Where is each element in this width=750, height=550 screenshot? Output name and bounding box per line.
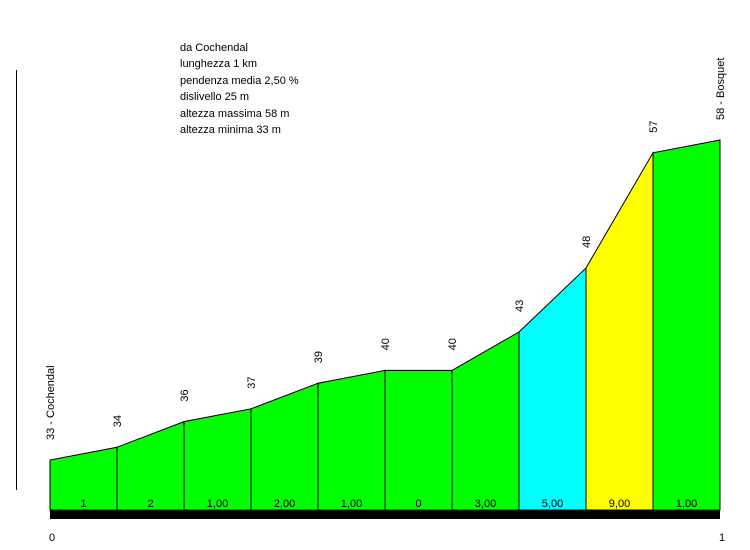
profile-segment	[451, 331, 520, 511]
profile-segment	[652, 139, 721, 511]
profile-segment	[250, 382, 319, 511]
elevation-label: 37	[246, 377, 258, 389]
elevation-label: 34	[112, 415, 124, 427]
elevation-label: 43	[514, 300, 526, 312]
segment-gradient-label: 1,00	[676, 498, 697, 510]
segment-gradient-label: 5,00	[542, 498, 563, 510]
info-line-elevation-gain: dislivello 25 m	[180, 91, 250, 104]
segment-gradient-label: 1,00	[341, 498, 362, 510]
elevation-labels: 33 - Cochendal 34 36 37 39 40 40 43 48 57 58 - Bos…	[45, 58, 727, 440]
profile-segment	[585, 150, 654, 511]
segment-gradient-label: 9,00	[609, 498, 630, 510]
info-line-max-altitude: altezza massima 58 m	[180, 107, 290, 120]
elevation-label: 58 - Bosquet	[715, 58, 727, 120]
x-tick-label-end: 1	[719, 532, 725, 544]
elevation-label: 39	[313, 351, 325, 363]
elevation-label: 33 - Cochendal	[45, 365, 57, 440]
elevation-label: 40	[447, 338, 459, 350]
profile-segment	[384, 369, 453, 511]
segment-gradient-label: 2,00	[274, 498, 295, 510]
info-line-length: lunghezza 1 km	[180, 58, 258, 71]
profile-segment	[518, 266, 587, 511]
segment-gradient-label: 1,00	[207, 498, 228, 510]
segment-gradient-label: 3,00	[475, 498, 496, 510]
x-tick-label-start: 0	[49, 532, 55, 544]
profile-segment	[116, 420, 185, 511]
info-line-start: da Cochendal	[180, 42, 248, 54]
info-box: da Cochendal lunghezza 1 km pendenza med…	[180, 40, 299, 138]
elevation-label: 36	[179, 389, 191, 401]
segment-gradient-label: 2	[147, 498, 153, 510]
segment-gradient-label: 1	[80, 498, 86, 510]
info-line-avg-gradient: pendenza media 2,50 %	[180, 74, 299, 87]
distance-baseline-bar	[50, 510, 720, 519]
elevation-label: 48	[581, 236, 593, 248]
elevation-label: 40	[380, 338, 392, 350]
profile-segment	[317, 369, 386, 511]
profile-segments: 1 2 1,00 2,00 1,00 0 3,00 5,00 9,00 1,00	[49, 139, 721, 511]
info-line-min-altitude: altezza minima 33 m	[180, 124, 281, 137]
profile-segment	[183, 408, 252, 511]
elevation-label: 57	[648, 121, 660, 133]
segment-gradient-label: 0	[415, 498, 421, 510]
